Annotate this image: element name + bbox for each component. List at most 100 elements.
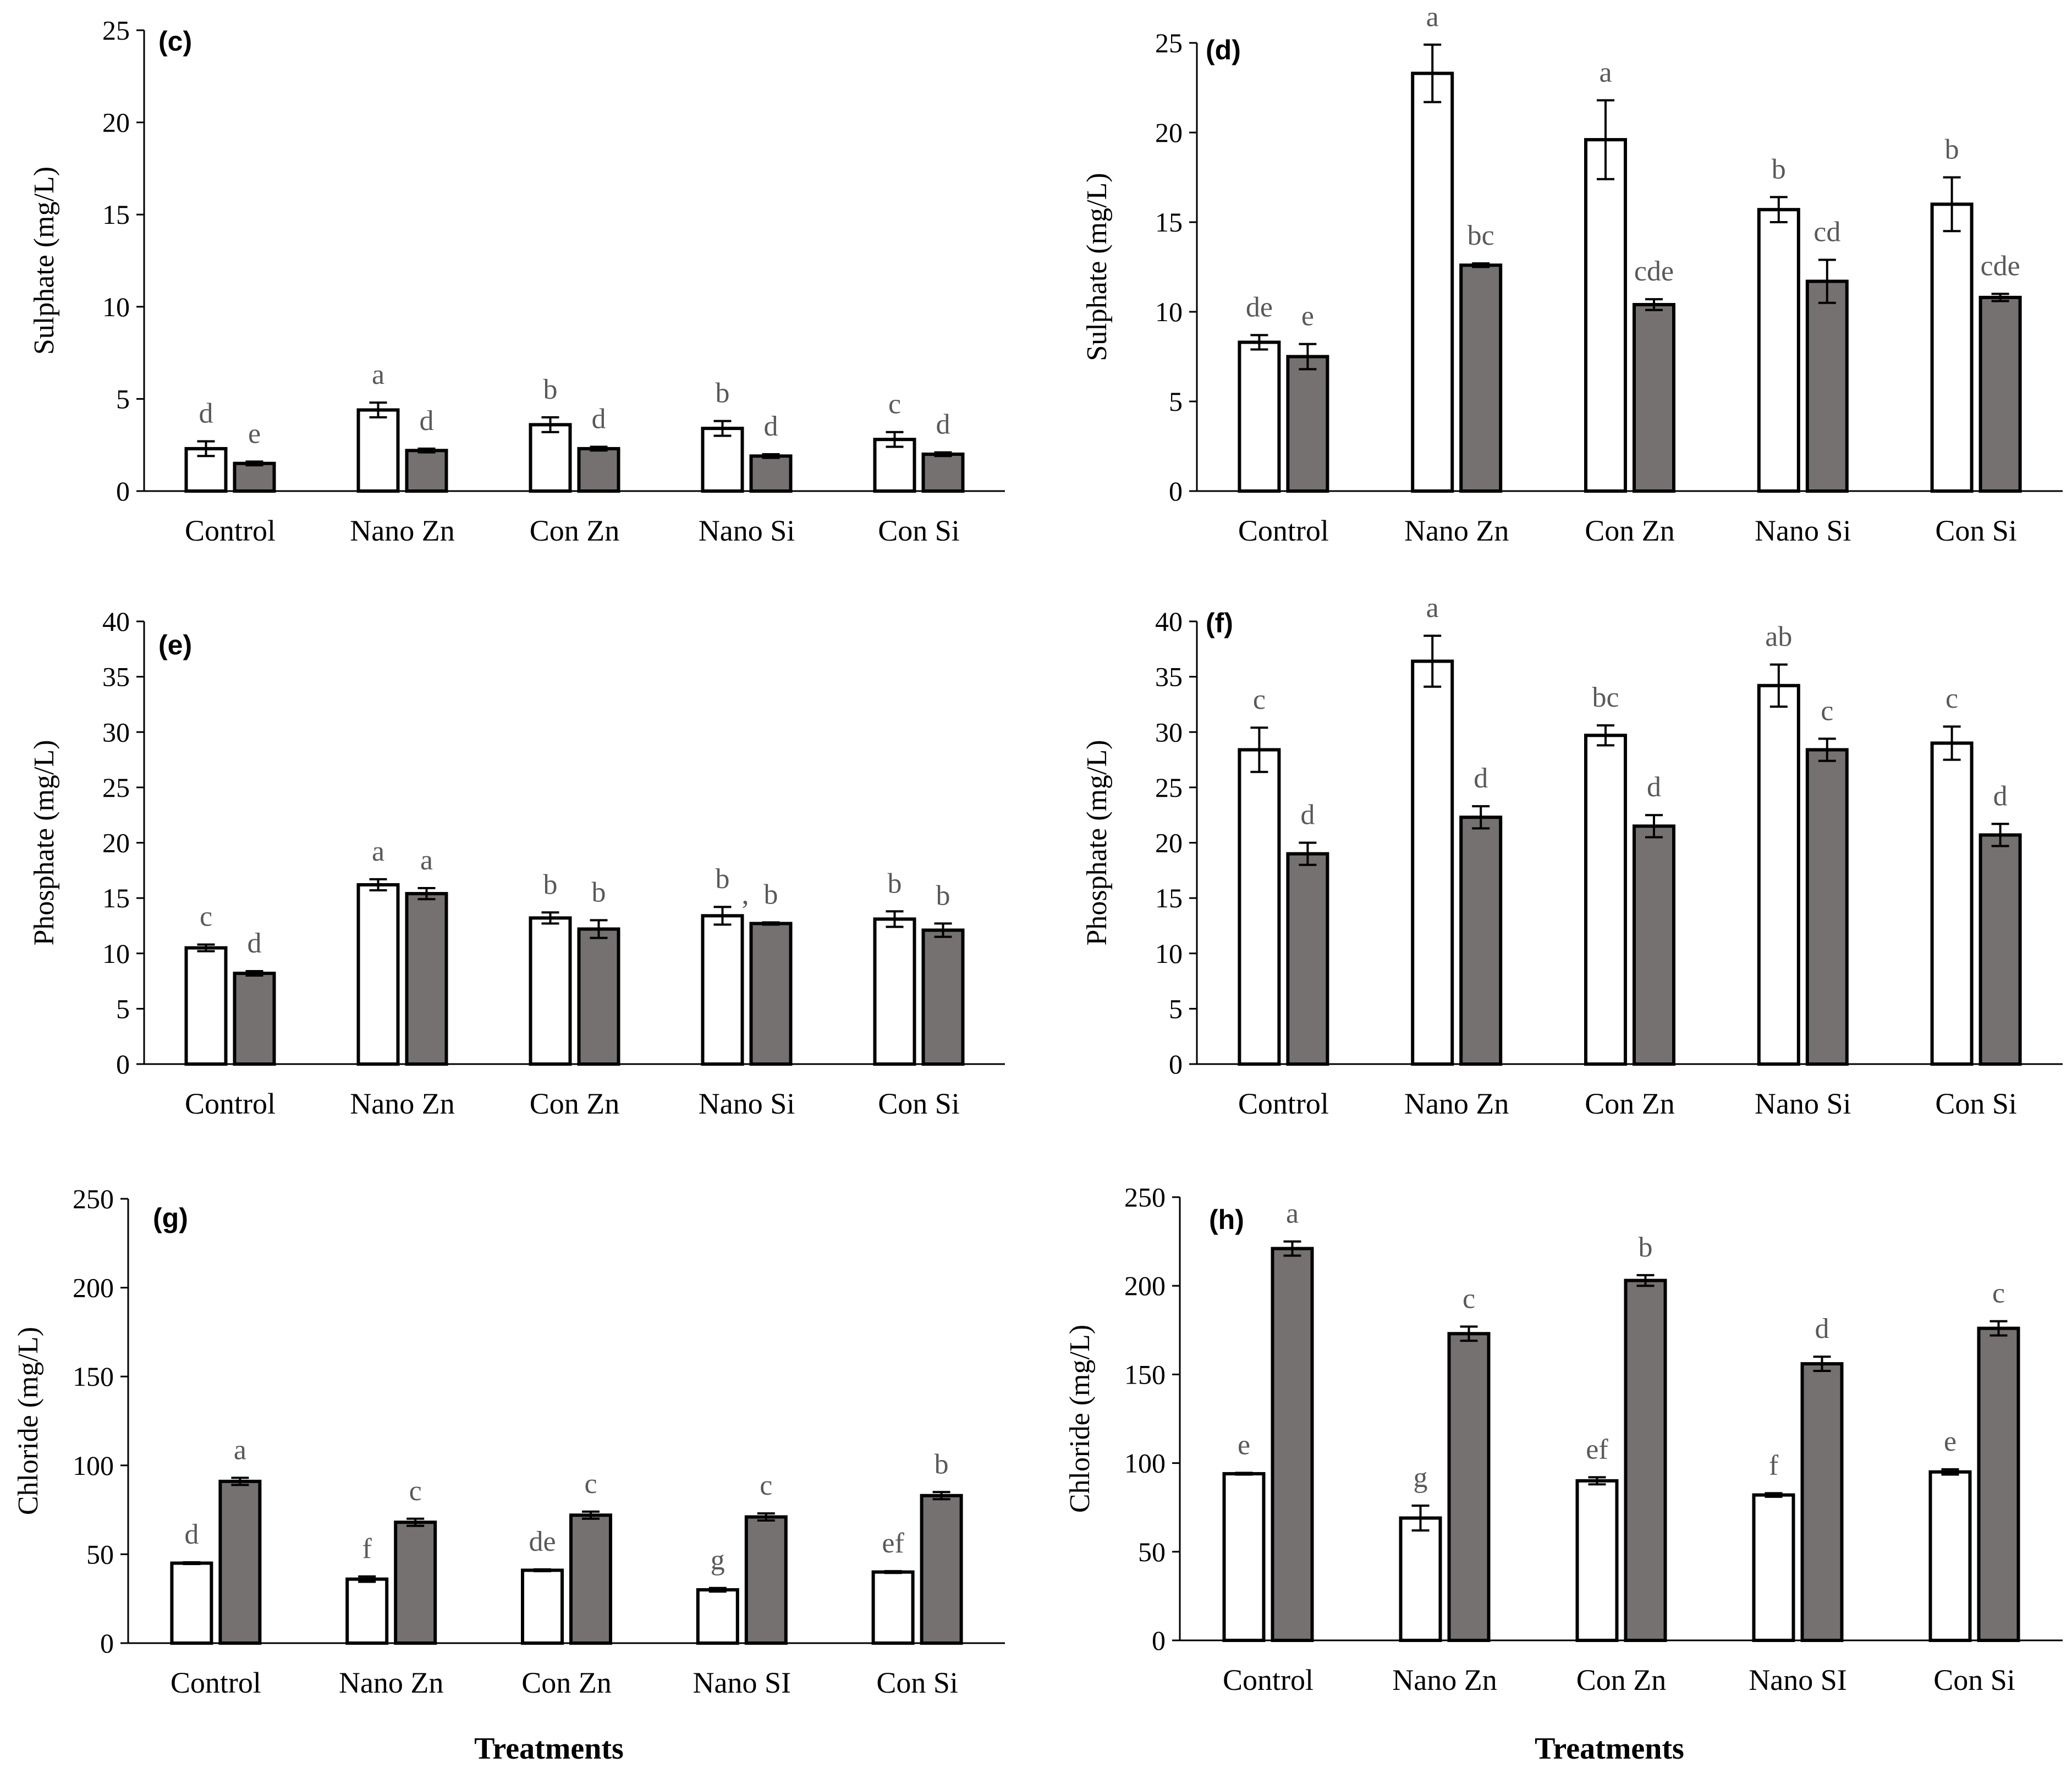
category-label: Con Si (1935, 514, 2017, 547)
category-label: Control (1238, 1087, 1329, 1120)
category-label: Nano Si (1755, 514, 1851, 547)
significance-letter: a (372, 836, 384, 867)
significance-letter: de (529, 1526, 556, 1557)
bar-grey (744, 1515, 788, 1645)
bar-grey (1286, 355, 1329, 493)
y-tick-label: 40 (1155, 606, 1183, 637)
bar-grey (394, 1520, 437, 1645)
y-axis-label: Phosphate (mg/L) (29, 740, 60, 945)
category-label: Nano Si (699, 514, 795, 547)
significance-letter: a (1599, 57, 1612, 88)
bar-grey (920, 1494, 963, 1645)
significance-letter: d (1647, 772, 1661, 803)
bar-white (701, 427, 744, 493)
chart-panel-c: 0 5 10 15 20 25 Sulphate (mg/L) (c) Control d e Nan… (29, 15, 1005, 547)
panel-label: (e) (158, 630, 192, 660)
significance-letter: c (1253, 684, 1266, 715)
significance-letter: cd (1813, 216, 1840, 247)
significance-letter: e (1944, 1426, 1956, 1457)
significance-letter: b (716, 378, 730, 409)
bar-white (170, 1561, 213, 1645)
bar-white (529, 916, 572, 1066)
bar-grey (1805, 279, 1849, 493)
bar-grey (1977, 1326, 2020, 1642)
significance-letter: c (584, 1468, 597, 1500)
y-tick-label: 15 (1155, 883, 1183, 913)
bar-grey (569, 1513, 612, 1645)
chart-panel-d: 0 5 10 15 20 25 Sulphate (mg/L) (d) Control de e Na… (1081, 1, 2063, 547)
significance-letter: d (184, 1519, 199, 1550)
significance-letter: d (420, 405, 434, 437)
bar-white (356, 408, 400, 493)
bar-grey (921, 928, 965, 1066)
y-tick-label: 15 (1155, 207, 1183, 238)
category-label: Nano SI (693, 1666, 791, 1699)
bar-white (1930, 741, 1974, 1066)
y-tick-label: 10 (102, 938, 130, 969)
category-label: Con Zn (1585, 1087, 1675, 1120)
significance-letter: a (1286, 1198, 1299, 1230)
y-tick-label: 100 (73, 1450, 114, 1481)
y-tick-label: 200 (1124, 1270, 1166, 1301)
category-label: Nano Si (1755, 1087, 1851, 1120)
significance-letter: e (1301, 301, 1314, 332)
y-tick-label: 150 (73, 1361, 114, 1392)
bar-grey (233, 971, 276, 1066)
y-tick-label: 15 (102, 199, 130, 230)
category-label: Con Zn (530, 1087, 620, 1120)
category-label: Nano Si (699, 1087, 795, 1120)
significance-letter: c (1945, 683, 1958, 714)
category-label: Con Si (876, 1666, 958, 1699)
significance-letter: d (1993, 780, 2008, 812)
y-tick-label: 0 (116, 1049, 130, 1079)
bar-grey (1978, 295, 2022, 493)
significance-letter: c (1463, 1283, 1475, 1314)
significance-letter: g (1414, 1462, 1428, 1494)
significance-letter: cde (1981, 250, 2020, 282)
bar-grey (1447, 1332, 1491, 1643)
y-tick-label: 150 (1124, 1359, 1166, 1390)
y-axis-label: Sulphate (mg/L) (1081, 173, 1113, 361)
bar-white (521, 1568, 564, 1645)
bar-grey (1633, 302, 1675, 493)
bar-grey (577, 447, 620, 493)
y-tick-label: 0 (1152, 1625, 1166, 1656)
bar-white (1757, 684, 1800, 1066)
y-tick-label: 0 (1169, 476, 1183, 506)
chart-panel-e: 0 5 10 15 20 25 30 35 40 Phosphate (mg/L) (e) Contr… (29, 606, 1005, 1120)
significance-letter: d (248, 928, 262, 959)
category-label: Nano Zn (350, 514, 454, 547)
significance-letter: d (1300, 800, 1315, 831)
y-axis-label: Phosphate (mg/L) (1081, 740, 1113, 945)
y-tick-label: 0 (116, 476, 130, 506)
significance-letter: g (711, 1545, 725, 1576)
bar-grey (1633, 824, 1675, 1066)
y-tick-label: 15 (102, 883, 130, 913)
category-label: Nano Zn (339, 1666, 443, 1699)
significance-letter: bc (1468, 220, 1494, 251)
significance-letter: a (1426, 592, 1439, 624)
bar-white (1222, 1472, 1266, 1643)
y-tick-label: 30 (1155, 717, 1183, 747)
y-tick-label: 5 (116, 383, 130, 414)
significance-letter: b (1772, 153, 1786, 185)
bar-white (1238, 340, 1281, 493)
bar-grey (405, 892, 448, 1066)
category-label: Control (185, 1087, 276, 1120)
bar-grey (1286, 852, 1329, 1066)
y-tick-label: 250 (73, 1183, 114, 1214)
bar-white (1757, 208, 1800, 493)
significance-letter: d (936, 409, 950, 440)
x-axis-title-left: Treatments (474, 1732, 624, 1766)
significance-letter: a (234, 1434, 246, 1466)
category-label: Con Si (878, 514, 960, 547)
category-label: Nano Zn (1392, 1663, 1497, 1696)
category-label: Con Zn (1585, 514, 1675, 547)
y-tick-label: 5 (1169, 386, 1183, 417)
panel-label: (h) (1209, 1204, 1244, 1235)
y-tick-label: 20 (102, 107, 130, 138)
bar-white (873, 917, 916, 1066)
bar-grey (1459, 816, 1503, 1066)
y-tick-label: 0 (100, 1628, 114, 1659)
